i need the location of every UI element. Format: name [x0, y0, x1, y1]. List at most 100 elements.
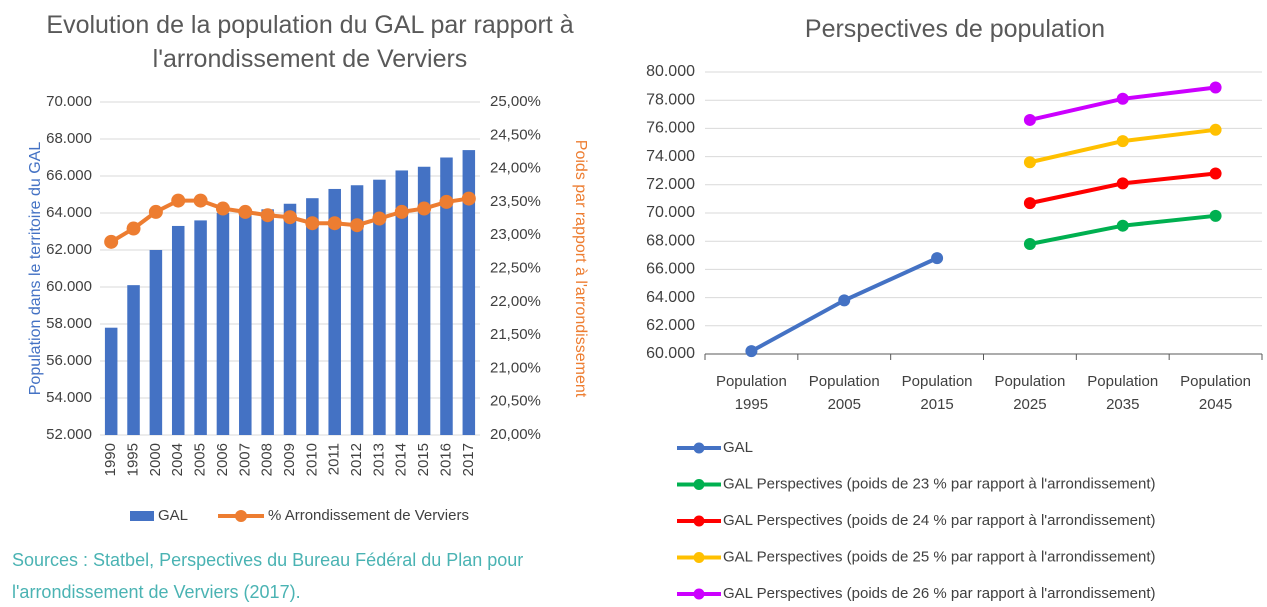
x-tick-label: 2016	[437, 443, 454, 476]
sources: Sources : Statbel, Perspectives du Burea…	[12, 550, 524, 602]
legend-label: GAL Perspectives (poids de 24 % par rapp…	[723, 512, 1156, 529]
y-tick-label: 76.000	[646, 120, 695, 137]
x-tick-label: Population 2045	[1180, 373, 1252, 413]
x-tick-label: Population 2025	[994, 373, 1066, 413]
y-tick-label: 70.000	[646, 204, 695, 221]
x-tick-label: 2015	[415, 443, 432, 476]
bar	[328, 188, 341, 435]
x-tick-label: 2007	[236, 443, 253, 476]
y-tick-label: 54.000	[46, 389, 92, 406]
legend-label: GAL Perspectives (poids de 25 % par rapp…	[723, 548, 1156, 565]
legend-label: GAL	[158, 507, 188, 524]
y-axis-title: Population dans le territoire du GAL	[27, 142, 44, 396]
x-tick-label: 2012	[348, 443, 365, 476]
x-tick-label: 2013	[370, 443, 387, 476]
marker	[394, 204, 409, 219]
y2-tick-label: 22,50%	[490, 259, 541, 276]
marker	[350, 218, 365, 233]
x-tick-label: 2004	[169, 443, 186, 476]
y-tick-label: 66.000	[46, 167, 92, 184]
bar	[104, 327, 118, 435]
marker	[171, 193, 186, 208]
x-tick-label: Population 1995	[715, 373, 787, 413]
marker	[148, 204, 163, 219]
bar	[373, 179, 386, 435]
x-tick-label: Population 2015	[901, 373, 973, 413]
legend-label: GAL Perspectives (poids de 23 % par rapp…	[723, 475, 1156, 492]
y2-tick-label: 22,00%	[490, 293, 541, 310]
bar	[216, 213, 230, 435]
bar	[417, 166, 431, 435]
y-tick-label: 52.000	[46, 426, 92, 443]
x-tick-label: 2008	[259, 443, 276, 476]
legend-swatch	[130, 511, 154, 521]
bar	[239, 213, 252, 435]
y2-tick-label: 20,00%	[490, 426, 541, 443]
marker	[1116, 92, 1129, 105]
marker	[327, 216, 342, 231]
marker	[1209, 209, 1222, 222]
x-tick-label: 2014	[393, 443, 410, 476]
legend-marker	[235, 510, 248, 522]
legend-marker	[693, 515, 705, 527]
marker	[745, 345, 758, 358]
marker	[1023, 238, 1036, 251]
y-tick-label: 66.000	[646, 261, 695, 278]
marker	[193, 193, 208, 208]
y-tick-label: 78.000	[646, 91, 695, 108]
y-tick-label: 64.000	[46, 204, 92, 221]
x-tick-label: 2011	[326, 443, 343, 475]
marker	[260, 208, 275, 223]
marker	[238, 204, 253, 219]
marker	[1209, 167, 1222, 180]
bar	[261, 209, 274, 435]
legend-marker	[693, 552, 705, 563]
bar	[283, 203, 297, 435]
marker	[215, 201, 230, 216]
bar	[395, 170, 409, 435]
y2-tick-label: 20,50%	[490, 393, 541, 410]
x-tick-label: Population 2005	[808, 373, 880, 413]
y2-tick-label: 25,00%	[490, 93, 541, 110]
marker	[104, 234, 119, 249]
y-tick-label: 60.000	[46, 278, 92, 295]
bar	[171, 225, 185, 435]
legend-label: GAL	[723, 439, 753, 456]
y-tick-label: 74.000	[646, 148, 695, 165]
bar	[440, 157, 453, 435]
legend-marker	[693, 442, 705, 454]
bar	[306, 198, 319, 435]
marker	[461, 191, 476, 206]
y-tick-label: 72.000	[646, 176, 695, 193]
marker	[126, 221, 141, 236]
marker	[439, 194, 454, 209]
x-tick-label: Population 2035	[1087, 373, 1159, 413]
x-tick-label: 1995	[124, 443, 141, 476]
legend-marker	[693, 479, 705, 490]
y-tick-label: 68.000	[646, 232, 695, 249]
x-tick-label: 2017	[460, 443, 477, 476]
chart-title: Evolution de la population du GAL par ra…	[46, 11, 574, 73]
marker	[838, 294, 851, 307]
y-tick-label: 62.000	[46, 241, 92, 258]
bar	[149, 250, 163, 435]
bar	[350, 185, 364, 435]
x-tick-label: 2009	[281, 443, 298, 476]
x-tick-label: 1990	[102, 443, 119, 476]
y-tick-label: 70.000	[46, 93, 92, 110]
marker	[931, 252, 944, 265]
y-tick-label: 58.000	[46, 315, 92, 332]
y-tick-label: 60.000	[646, 345, 695, 362]
y-tick-label: 56.000	[46, 352, 92, 369]
legend-marker	[693, 588, 705, 600]
x-tick-label: 2000	[147, 443, 164, 476]
marker	[417, 201, 432, 216]
marker	[1023, 156, 1036, 169]
x-tick-label: 2006	[214, 443, 231, 476]
y2-tick-label: 23,50%	[490, 193, 541, 210]
marker	[1209, 81, 1222, 94]
y2-axis-title: Poids par rapport à l'arrondissement	[572, 140, 589, 398]
x-tick-label: 2010	[303, 443, 320, 476]
y2-tick-label: 21,00%	[490, 359, 541, 376]
